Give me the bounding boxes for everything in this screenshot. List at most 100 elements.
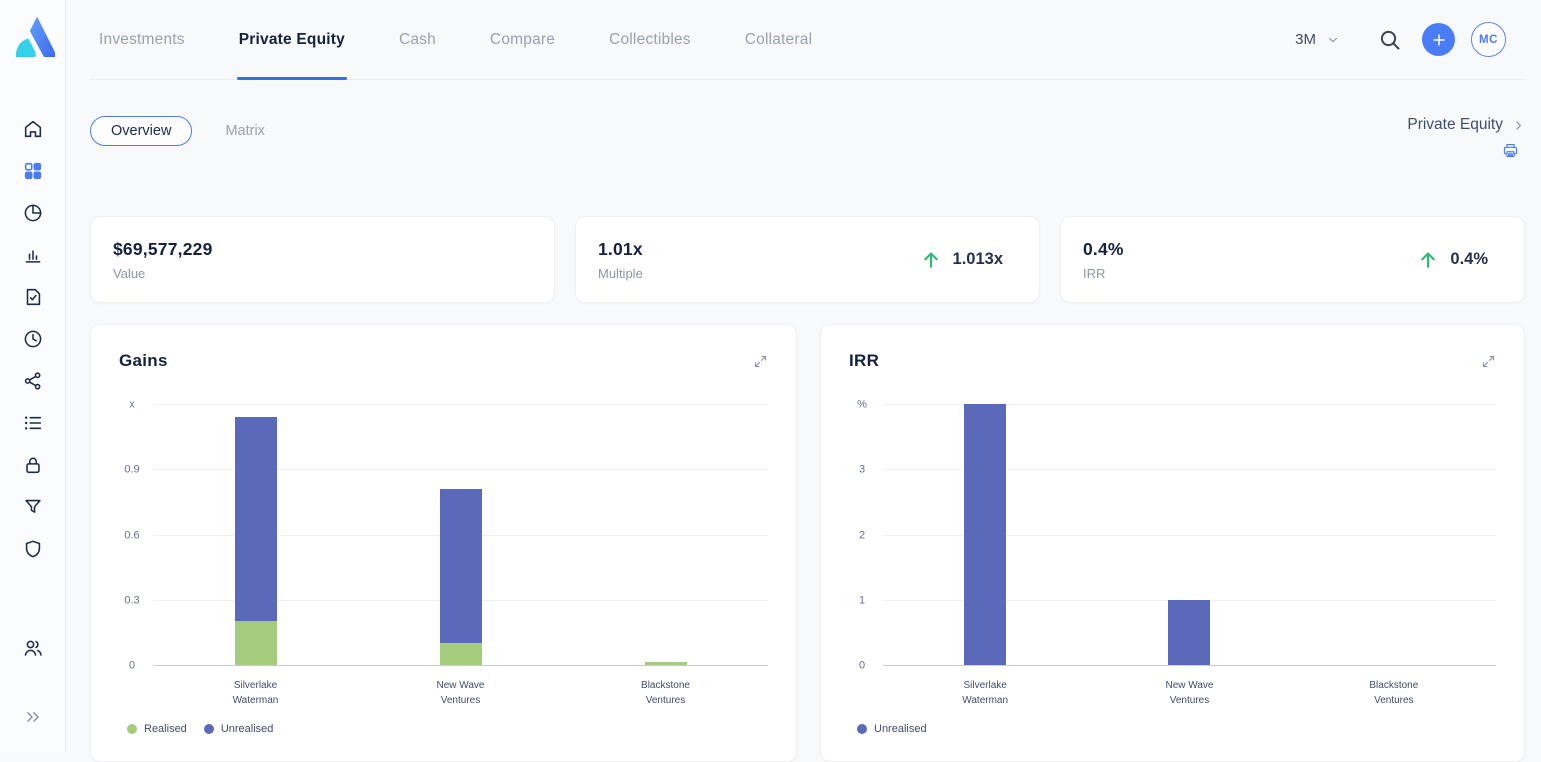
topbar-controls: 3M MC — [1295, 22, 1525, 57]
arrow-up-icon — [920, 249, 942, 271]
share-icon[interactable] — [22, 370, 44, 392]
users-icon[interactable] — [22, 637, 44, 659]
y-axis-unit: x — [129, 398, 135, 411]
bar-segment-realised — [644, 662, 687, 665]
stat-label: IRR — [1083, 265, 1106, 281]
tab-label: Cash — [398, 30, 436, 48]
plot-area — [883, 404, 1496, 666]
expand-sidebar-icon[interactable] — [22, 706, 44, 728]
tab-private-equity[interactable]: Private Equity — [236, 0, 347, 80]
y-tick-label: 0 — [858, 659, 866, 672]
category-band — [883, 404, 1087, 666]
subnav-right: Private Equity — [1407, 116, 1525, 160]
breadcrumb-label: Private Equity — [1407, 116, 1503, 133]
y-tick-label: 1 — [858, 594, 866, 607]
shield-icon[interactable] — [22, 538, 44, 560]
printer-icon[interactable] — [1501, 141, 1520, 160]
tab-label: Private Equity — [238, 30, 345, 48]
legend-dot-icon — [203, 724, 214, 734]
stat-value: 1.01x — [598, 238, 643, 259]
tab-collectibles[interactable]: Collectibles — [609, 0, 691, 79]
chart-title: Gains — [119, 351, 168, 370]
chevron-down-icon — [1326, 33, 1340, 47]
tab-compare[interactable]: Compare — [490, 0, 555, 79]
sidebar-nav — [22, 118, 44, 560]
y-tick-label: 0 — [128, 659, 136, 672]
legend-item-unrealised: Unrealised — [857, 723, 927, 735]
lock-icon[interactable] — [22, 454, 44, 476]
gridline — [883, 534, 1496, 536]
view-tab-overview[interactable]: Overview — [90, 116, 193, 146]
brand-logo-icon[interactable] — [11, 13, 58, 58]
plus-icon — [1432, 33, 1445, 46]
bar-segment-unrealised — [1168, 600, 1211, 665]
filter-icon[interactable] — [22, 496, 44, 518]
breadcrumb[interactable]: Private Equity — [1407, 116, 1525, 134]
pie-chart-icon[interactable] — [22, 202, 44, 224]
y-tick-label: 2 — [858, 529, 866, 541]
bar-blackstone[interactable] — [644, 662, 687, 665]
avatar[interactable]: MC — [1471, 22, 1506, 57]
y-axis-unit: % — [857, 398, 867, 411]
bar-silverlake[interactable] — [964, 404, 1007, 665]
view-tab-matrix[interactable]: Matrix — [225, 123, 265, 139]
bar-silverlake[interactable] — [234, 417, 277, 665]
tab-label: Investments — [99, 30, 185, 48]
history-icon[interactable] — [22, 328, 44, 350]
bar-new-wave[interactable] — [1168, 600, 1211, 665]
x-category-label: Silverlake Waterman — [232, 680, 279, 706]
home-icon[interactable] — [22, 118, 44, 140]
category-band — [1087, 405, 1291, 666]
chevron-right-icon — [1512, 119, 1525, 132]
tab-label: Collectibles — [609, 30, 691, 48]
stat-card-value[interactable]: $69,577,229 Value — [90, 216, 555, 303]
legend-label: Unrealised — [874, 723, 927, 735]
category-band — [563, 405, 768, 666]
list-icon[interactable] — [22, 412, 44, 434]
legend-label: Realised — [144, 723, 187, 735]
stats-row: $69,577,229 Value 1.01x Multiple 1.013x — [90, 216, 1525, 303]
document-check-icon[interactable] — [22, 286, 44, 308]
stat-value: $69,577,229 — [113, 238, 213, 259]
y-tick-label: 0.3 — [124, 594, 140, 607]
tab-cash[interactable]: Cash — [399, 0, 436, 79]
tab-collateral[interactable]: Collateral — [745, 0, 812, 79]
bar-chart-icon[interactable] — [22, 244, 44, 266]
expand-icon[interactable] — [753, 354, 768, 369]
bar-segment-realised — [439, 643, 482, 665]
page-content: Overview Matrix Private Equity — [66, 80, 1541, 762]
period-value: 3M — [1295, 31, 1316, 48]
search-icon[interactable] — [1378, 28, 1402, 52]
gridline — [153, 469, 768, 471]
expand-icon[interactable] — [1481, 354, 1496, 369]
category-band — [153, 405, 358, 666]
active-tab-underline — [236, 76, 347, 80]
arrow-up-icon — [1417, 249, 1439, 271]
view-switcher: Overview Matrix — [90, 116, 266, 146]
legend-dot-icon — [127, 724, 137, 734]
gridline — [153, 404, 768, 405]
dashboard-icon[interactable] — [22, 160, 44, 182]
x-category-label: Blackstone Ventures — [641, 680, 690, 706]
stat-card-irr[interactable]: 0.4% IRR 0.4% — [1060, 216, 1525, 303]
main-area: Investments Private Equity Cash Compare Coll… — [66, 0, 1541, 762]
period-selector[interactable]: 3M — [1295, 31, 1340, 48]
bar-new-wave[interactable] — [439, 489, 482, 665]
topbar: Investments Private Equity Cash Compare Coll… — [66, 0, 1541, 80]
y-tick-label: 3 — [858, 463, 866, 476]
gridline — [883, 665, 1496, 666]
legend-item-unrealised: Unrealised — [203, 723, 273, 735]
add-button[interactable] — [1422, 23, 1455, 56]
tab-label: Collateral — [744, 30, 813, 48]
x-category-label: Blackstone Ventures — [1369, 680, 1419, 706]
gains-chart: 0 0.3 0.6 0.9 x Silverlake Waterman New Wave V… — [119, 399, 768, 735]
stat-card-multiple[interactable]: 1.01x Multiple 1.013x — [575, 216, 1040, 303]
y-axis-labels: 0 0.3 0.6 0.9 x — [119, 399, 145, 671]
x-category-label: New Wave Ventures — [436, 680, 485, 706]
sidebar-bottom-nav — [22, 637, 44, 728]
stat-label: Multiple — [598, 265, 643, 281]
tab-investments[interactable]: Investments — [99, 0, 185, 79]
y-tick-label: 0.9 — [124, 463, 140, 476]
stat-value: 0.4% — [1083, 238, 1124, 259]
